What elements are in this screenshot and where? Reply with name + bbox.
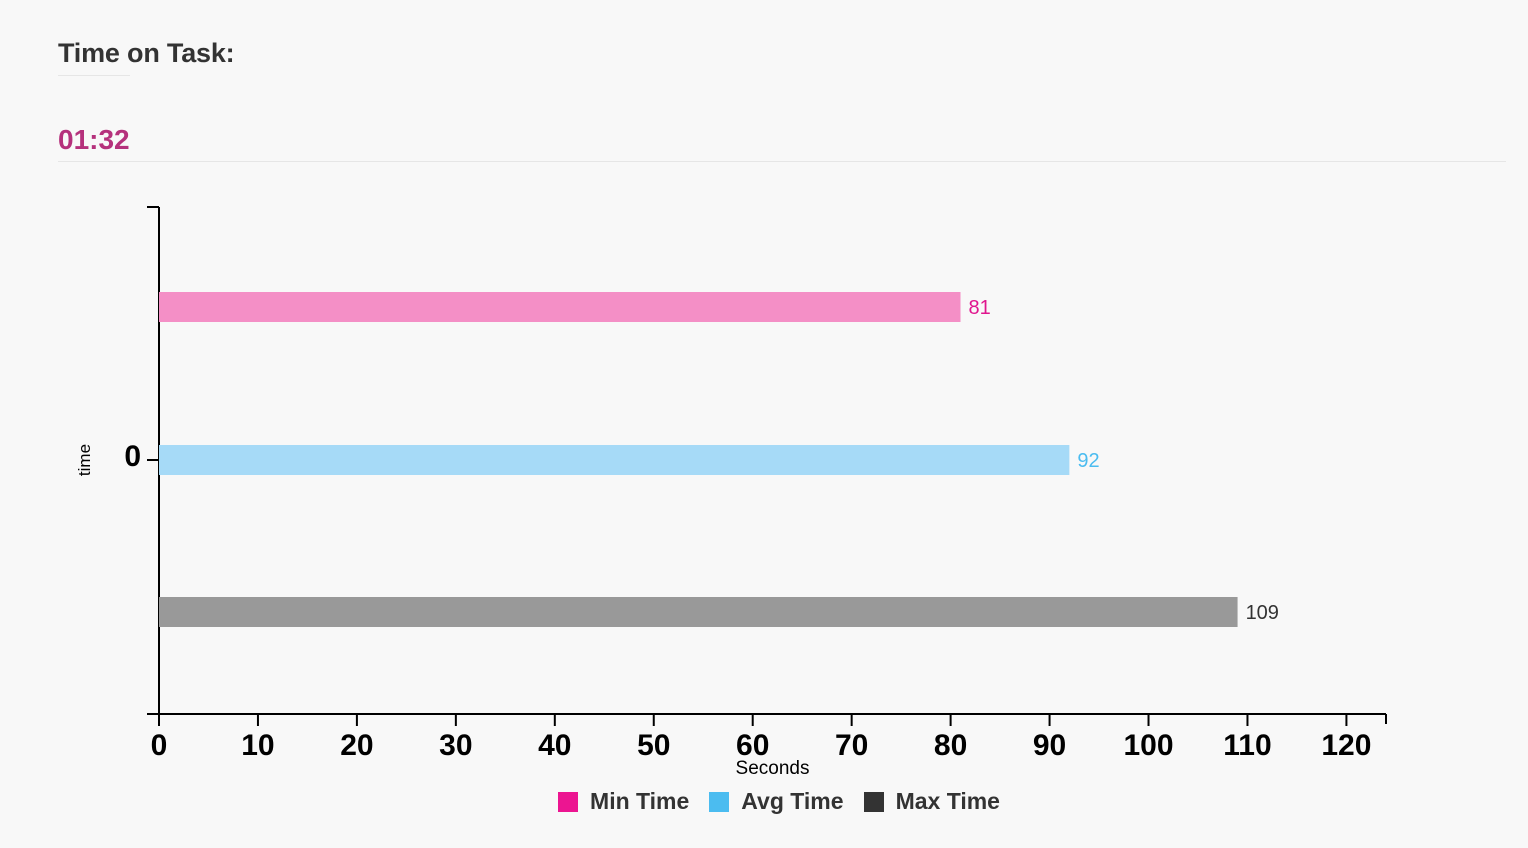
y-axis-title: time — [75, 444, 94, 476]
bar-min-time — [159, 292, 961, 322]
x-axis-title: Seconds — [736, 758, 810, 779]
x-tick-label-20: 20 — [340, 729, 373, 762]
legend-label: Min Time — [590, 788, 690, 814]
x-tick-label-90: 90 — [1033, 729, 1066, 762]
x-tick-label-120: 120 — [1321, 729, 1371, 762]
x-tick-label-70: 70 — [835, 729, 868, 762]
x-tick-label-100: 100 — [1123, 729, 1173, 762]
data-label-avg-time: 92 — [1077, 450, 1099, 472]
legend-label: Avg Time — [741, 788, 844, 814]
x-tick-label-0: 0 — [151, 729, 168, 762]
x-tick-label-60: 60 — [736, 729, 769, 762]
legend-swatch — [709, 791, 730, 812]
legend-label: Max Time — [895, 788, 1000, 814]
section-title: Time on Task: — [58, 38, 235, 68]
legend-swatch — [863, 791, 884, 812]
bar-max-time — [159, 597, 1238, 627]
x-tick-label-80: 80 — [934, 729, 967, 762]
x-tick-label-40: 40 — [538, 729, 571, 762]
legend-swatch — [558, 791, 579, 812]
value-divider — [58, 161, 1506, 162]
x-tick-label-10: 10 — [241, 729, 274, 762]
x-tick-label-30: 30 — [439, 729, 472, 762]
title-divider — [58, 75, 130, 76]
bar-avg-time — [159, 445, 1070, 475]
time-on-task-value: 01:32 — [58, 124, 130, 155]
legend-item-max-time[interactable]: Max Time — [863, 788, 1000, 815]
chart-legend: Min Time Avg Time Max Time — [0, 788, 1528, 815]
data-label-max-time: 109 — [1246, 602, 1279, 624]
x-tick-label-110: 110 — [1223, 729, 1271, 762]
legend-item-min-time[interactable]: Min Time — [558, 788, 689, 815]
legend-item-avg-time[interactable]: Avg Time — [709, 788, 844, 815]
data-label-min-time: 81 — [969, 297, 991, 319]
y-category-label: 0 — [124, 440, 141, 473]
x-tick-label-50: 50 — [637, 729, 670, 762]
